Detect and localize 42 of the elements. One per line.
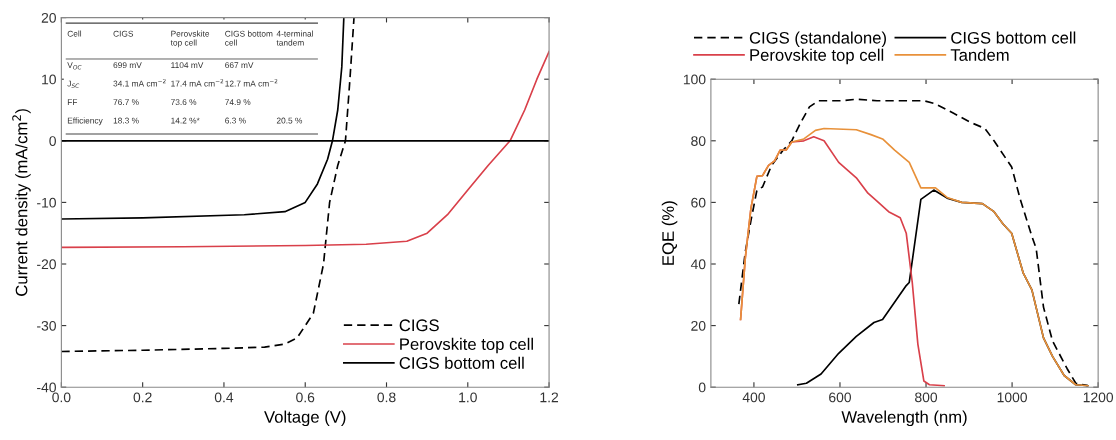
legend-label: CIGS (standalone): [749, 31, 886, 47]
legend-label: Perovskite top cell: [400, 337, 533, 354]
y-tick-label: 40: [690, 259, 706, 270]
text: Cell CIGS Perovskite top cell CIGS bottom cell 4-terminal tandem: [67, 30, 313, 48]
text: V$_{OC}$ 699 mV 1104 mV 667 mV: [67, 62, 254, 70]
x-tick-label: 0.8: [377, 392, 396, 403]
x-tick-label: 0.4: [214, 392, 234, 403]
x-tick-label: 1200: [1083, 392, 1114, 403]
y-tick-label: 0: [698, 382, 706, 393]
legend-label: Tandem: [950, 48, 1009, 61]
x-axis-title: Wavelength (nm): [841, 410, 967, 427]
y-tick-label: 20: [41, 12, 56, 23]
y-tick-label: 100: [683, 74, 706, 85]
legend-label: CIGS: [399, 319, 439, 332]
y-axis-title: Current density (mA/cm$^{2}$): [12, 109, 31, 296]
y-tick-label: 10: [42, 74, 56, 85]
x-tick-label: 0.2: [133, 392, 152, 403]
text: J$_{SC}$ 34.1 mA cm$^{−2}$ 17.4 mA cm$^{−2}$ 12.7 mA cm$^{−2}$: [67, 78, 278, 88]
x-tick-label: 600: [829, 392, 852, 403]
legend-label: CIGS bottom cell: [951, 31, 1076, 44]
text: Efficiency 18.3 % 14.2 %* 6.3 % 20.5 %: [67, 117, 303, 126]
text: FF 76.7 % 73.6 % 74.9 %: [67, 99, 251, 106]
legend-label: Perovskite top cell: [750, 48, 884, 65]
y-tick-label: 0: [49, 136, 56, 146]
x-tick-label: 1.0: [459, 392, 477, 403]
y-tick-label: 20: [691, 320, 706, 331]
legend-label: CIGS bottom cell: [399, 356, 524, 369]
x-tick-label: 0.6: [296, 392, 315, 403]
y-tick-label: -20: [37, 259, 56, 270]
y-tick-label: 80: [691, 136, 706, 146]
y-tick-label: -30: [37, 320, 56, 331]
line-series: [61, 50, 550, 249]
y-axis-title: EQE (%): [661, 201, 678, 265]
x-tick-label: 1000: [997, 392, 1027, 403]
y-tick-label: 60: [691, 197, 706, 208]
y-tick-label: -40: [37, 382, 56, 393]
x-axis-title: Voltage (V): [264, 410, 346, 427]
x-tick-label: 0.0: [52, 392, 71, 403]
x-tick-label: 400: [742, 392, 765, 403]
x-tick-label: 800: [915, 392, 938, 403]
x-tick-label: 1.2: [540, 392, 559, 403]
y-tick-label: -10: [37, 197, 56, 208]
